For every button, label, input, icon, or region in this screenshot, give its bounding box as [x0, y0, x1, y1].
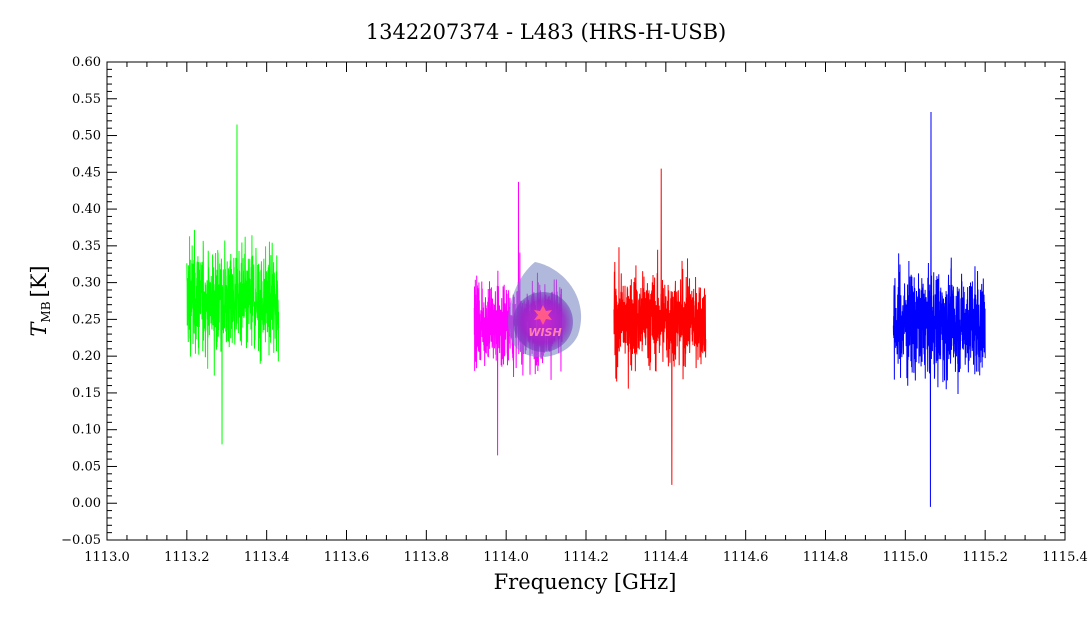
x-axis-label: Frequency [GHz]: [494, 570, 677, 594]
y-tick-label: 0.60: [72, 55, 101, 70]
x-tick-label: 1113.0: [84, 550, 130, 565]
x-tick-label: 1115.0: [883, 550, 929, 565]
y-tick-label: 0.05: [72, 459, 101, 474]
y-tick-label: 0.55: [72, 92, 101, 107]
x-tick-label: 1114.8: [803, 550, 849, 565]
svg-text:TMB[K]: TMB [K]: [27, 265, 53, 336]
x-tick-label: 1113.8: [404, 550, 450, 565]
y-axis-label: TMB [K]: [27, 265, 53, 336]
x-tick-label: 1113.4: [244, 550, 290, 565]
series-line-1: [186, 124, 280, 445]
y-axis-label-unit: [K]: [27, 265, 51, 297]
wish-logo-text: WISH: [528, 326, 561, 339]
y-tick-label: 0.25: [72, 312, 101, 327]
y-axis: −0.05 0.00 0.05 0.10 0.15 0.20 0.25 0.30 0.35 0.4…: [61, 55, 1065, 548]
x-tick-label: 1114.6: [723, 550, 769, 565]
y-tick-label: 0.15: [72, 386, 101, 401]
x-tick-label: 1113.2: [164, 550, 210, 565]
wish-watermark-logo: WISH: [508, 262, 582, 358]
y-tick-label: 0.40: [72, 202, 101, 217]
x-tick-label: 1115.4: [1042, 550, 1088, 565]
y-tick-label: 0.20: [72, 349, 101, 364]
x-tick-label: 1113.6: [324, 550, 370, 565]
y-tick-label: −0.05: [61, 533, 101, 548]
y-tick-label: 0.10: [72, 423, 101, 438]
x-axis: 1113.0 1113.2 1113.4 1113.6 1113.8 1114.0 1114…: [84, 62, 1088, 565]
wish-logo-star: [534, 305, 552, 325]
x-tick-label: 1114.4: [643, 550, 689, 565]
y-tick-label: 0.50: [72, 129, 101, 144]
x-tick-label: 1115.2: [962, 550, 1008, 565]
x-tick-label: 1114.0: [483, 550, 529, 565]
y-tick-label: 0.45: [72, 165, 101, 180]
y-axis-label-main: T: [27, 321, 51, 337]
y-tick-label: 0.30: [72, 276, 101, 291]
chart-title: 1342207374 - L483 (HRS-H-USB): [366, 20, 726, 44]
series-layer: [186, 112, 986, 507]
series-line-4: [892, 112, 986, 507]
y-tick-label: 0.35: [72, 239, 101, 254]
series-line-3: [613, 168, 707, 485]
y-tick-label: 0.00: [72, 496, 101, 511]
y-axis-label-sub: MB: [39, 301, 53, 322]
x-tick-label: 1114.2: [563, 550, 609, 565]
